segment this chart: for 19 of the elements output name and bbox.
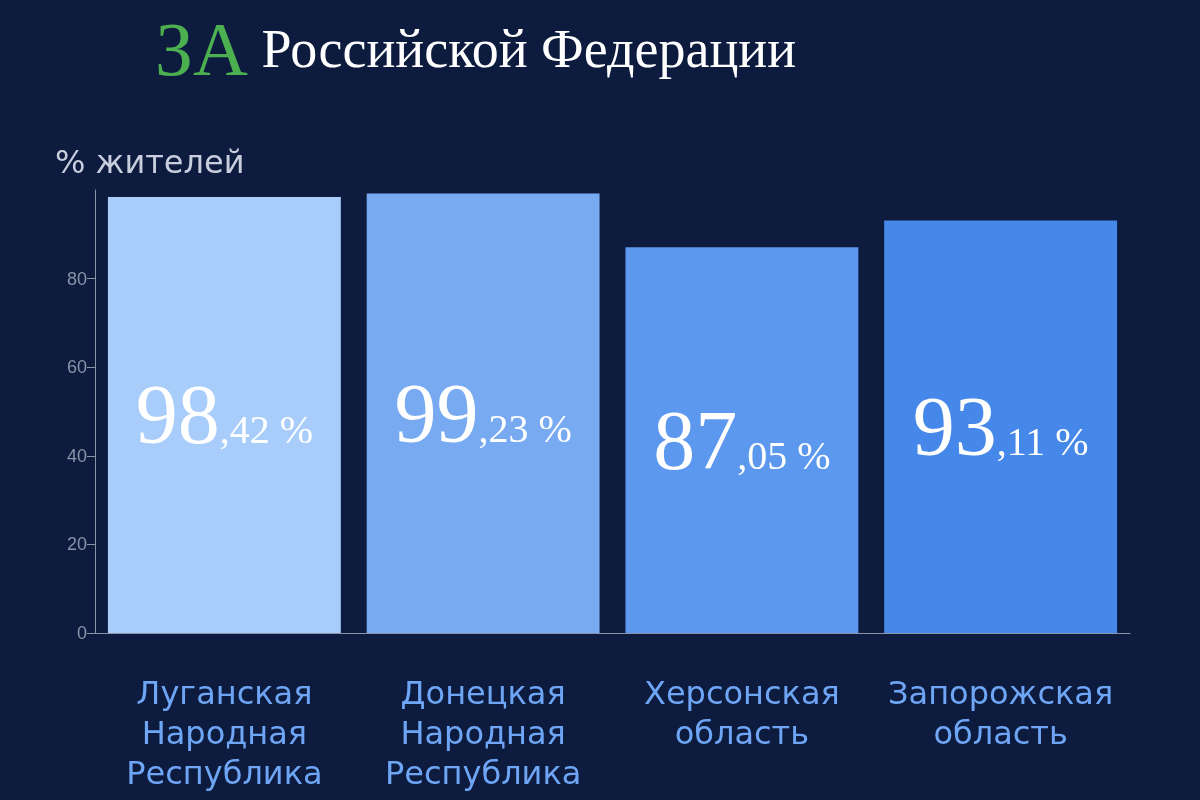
bar <box>884 220 1118 633</box>
data-label: 99,23 % <box>394 366 572 460</box>
data-label: 98,42 % <box>135 368 314 462</box>
bar <box>625 247 859 633</box>
chart-title: ЗА Российской Федерации <box>155 7 797 91</box>
y-tick-label: 20 <box>66 534 87 555</box>
y-tick-label: 80 <box>66 268 87 289</box>
bar <box>366 193 600 633</box>
y-tick-label: 40 <box>66 445 87 466</box>
y-axis-title: % жителей <box>55 143 245 181</box>
x-tick-label: Херсонская область <box>643 674 840 752</box>
y-tick-label: 60 <box>66 357 87 378</box>
x-tick-label: Донецкая Народная Республика <box>384 674 582 792</box>
data-label: 93,11 % <box>912 380 1089 474</box>
y-tick-label: 0 <box>76 623 87 643</box>
data-label: 87,05 % <box>653 393 831 487</box>
x-tick-label: Запорожская область <box>888 674 1114 752</box>
bar <box>107 197 341 633</box>
x-tick-label: Луганская Народная Республика <box>126 674 323 792</box>
